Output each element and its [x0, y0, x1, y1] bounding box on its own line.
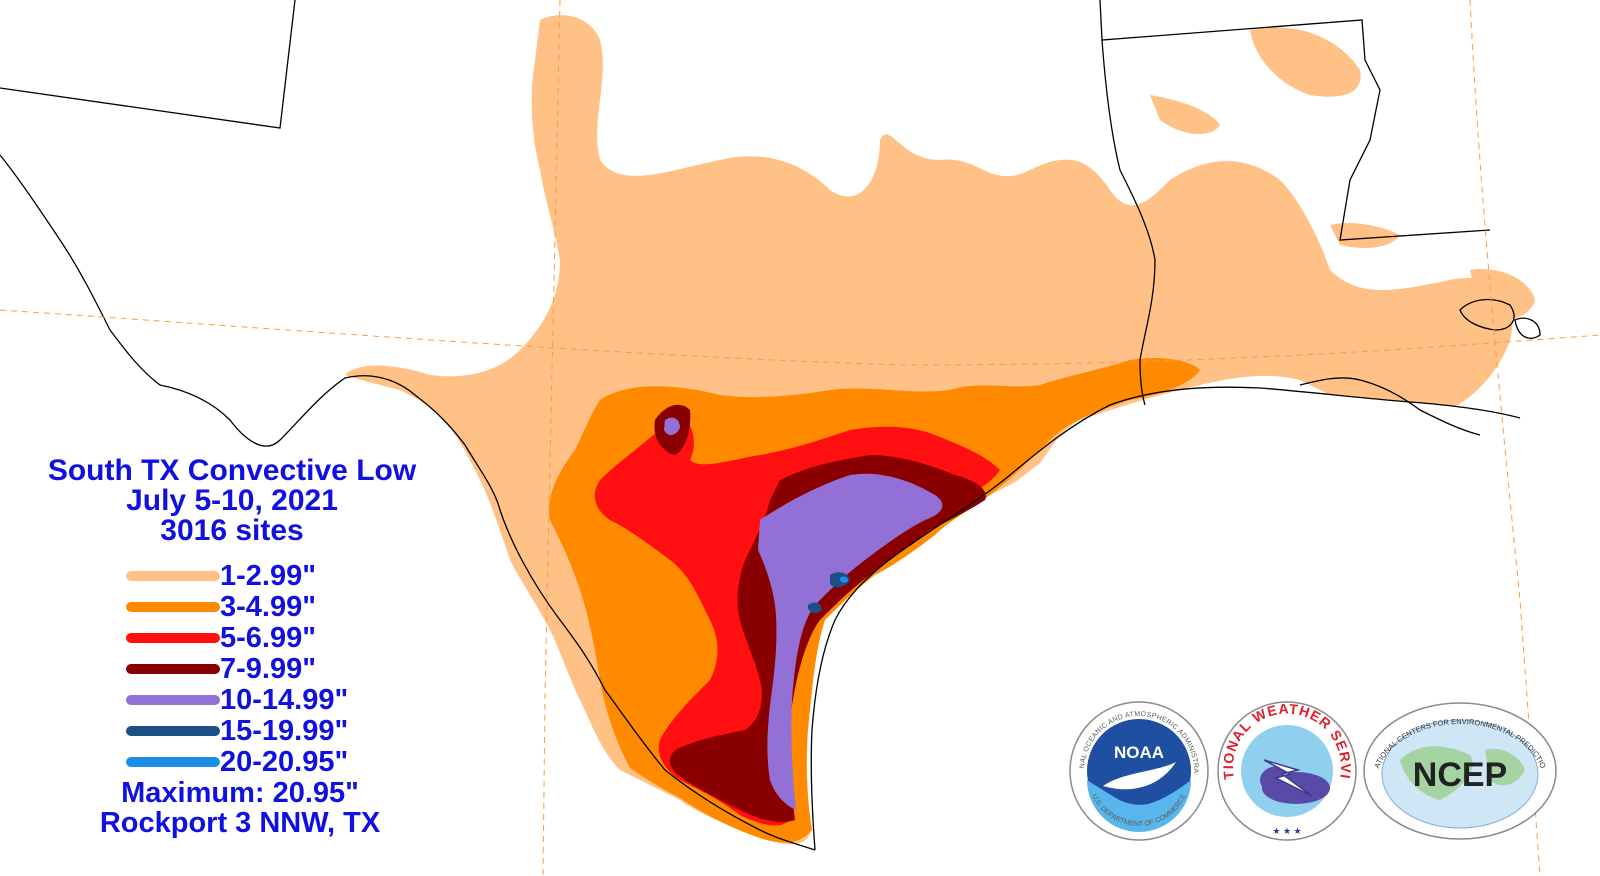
louisiana-border [1099, 0, 1491, 241]
map-title: South TX Convective Low July 5-10, 2021 … [22, 456, 442, 546]
precip-area-1-2.99 [1250, 27, 1361, 97]
precip-area-10-14.99 [758, 473, 943, 810]
precip-area-20-20.95 [840, 576, 848, 583]
legend-label: 20-20.95" [220, 746, 349, 778]
precip-area-1-2.99 [1330, 223, 1400, 248]
maximum-location: Rockport 3 NNW, TX [99, 807, 381, 839]
oklahoma-texas-border [0, 0, 296, 129]
texas-border [0, 154, 816, 851]
coastline [810, 386, 1521, 851]
legend-swatch [126, 633, 220, 643]
noaa-logo: NOAA NATIONAL OCEANIC AND ATMOSPHERIC AD… [1068, 700, 1209, 841]
legend-label: 7-9.99" [220, 653, 316, 685]
precip-area-1-2.99 [1380, 318, 1425, 337]
borders [0, 0, 1541, 851]
svg-text:★ ★ ★: ★ ★ ★ [1272, 826, 1301, 836]
maximum-info: Maximum: 20.95" Rockport 3 NNW, TX [70, 778, 410, 838]
ncep-logo-center-text: NCEP [1413, 756, 1507, 794]
precip-area-10-14.99 [664, 417, 680, 436]
legend-swatch [126, 726, 220, 736]
ncep-logo: NCEP NATIONAL CENTERS FOR ENVIRONMENTAL … [1360, 700, 1557, 840]
legend-label: 15-19.99" [220, 715, 349, 747]
legend-swatch [126, 664, 220, 674]
legend-label: 1-2.99" [220, 560, 316, 592]
legend-label: 5-6.99" [220, 622, 316, 654]
precip-area-1-2.99 [1150, 95, 1220, 135]
legend-swatch [126, 757, 220, 767]
nws-logo: NATIONAL WEATHER SERVICE ★ ★ ★ [1216, 700, 1357, 841]
louisiana-coast [1299, 298, 1541, 436]
title-line-event: South TX Convective Low [47, 454, 417, 487]
legend-swatch [126, 695, 220, 705]
precip-area-15-19.99 [808, 602, 822, 614]
maximum-value: Maximum: 20.95" [121, 777, 359, 809]
title-line-dates: July 5-10, 2021 [126, 484, 338, 517]
noaa-logo-center-text: NOAA [1114, 743, 1164, 762]
precip-area-1-2.99 [1470, 269, 1535, 320]
title-line-sites: 3016 sites [160, 514, 304, 547]
legend-label: 10-14.99" [220, 684, 349, 716]
texas-louisiana-border [1101, 39, 1156, 406]
legend-swatch [126, 571, 220, 581]
legend-swatch [126, 602, 220, 612]
legend-label: 3-4.99" [220, 591, 316, 623]
